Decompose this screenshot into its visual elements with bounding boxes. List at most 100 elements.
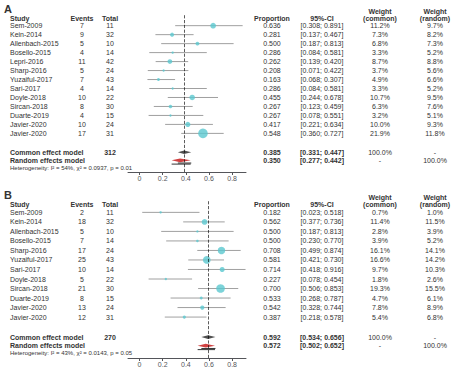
svg-text:32: 32	[106, 218, 114, 225]
svg-text:0.4: 0.4	[181, 361, 191, 368]
svg-text:0.500: 0.500	[263, 237, 281, 244]
svg-text:[0.078; 0.551]: [0.078; 0.551]	[301, 112, 344, 120]
svg-text:[0.534; 0.656]: [0.534; 0.656]	[300, 334, 344, 342]
svg-text:Bosello-2015: Bosello-2015	[10, 237, 51, 244]
svg-text:0.7%: 0.7%	[372, 209, 388, 216]
svg-text:2.8%: 2.8%	[372, 228, 388, 235]
svg-text:3.9%: 3.9%	[372, 237, 388, 244]
svg-text:31: 31	[106, 314, 114, 321]
svg-text:0.387: 0.387	[263, 314, 281, 321]
svg-text:Sem-2009: Sem-2009	[10, 209, 42, 216]
svg-text:4.7%: 4.7%	[372, 295, 388, 302]
svg-text:[0.328; 0.744]: [0.328; 0.744]	[301, 304, 344, 312]
svg-text:3.7%: 3.7%	[372, 67, 388, 74]
svg-text:5: 5	[80, 40, 84, 47]
svg-text:Random effects model: Random effects model	[10, 342, 85, 349]
svg-text:[0.421; 0.730]: [0.421; 0.730]	[301, 256, 344, 264]
svg-text:9.3%: 9.3%	[427, 121, 443, 128]
svg-text:22: 22	[106, 94, 114, 101]
svg-text:11: 11	[106, 209, 113, 216]
svg-text:5.2%: 5.2%	[427, 85, 443, 92]
svg-text:0.286: 0.286	[263, 49, 281, 56]
svg-text:0.417: 0.417	[263, 121, 281, 128]
svg-text:Javier-2020: Javier-2020	[10, 314, 47, 321]
svg-text:4: 4	[80, 112, 84, 119]
svg-text:5.4%: 5.4%	[372, 314, 388, 321]
svg-text:Bosello-2015: Bosello-2015	[10, 49, 51, 56]
svg-text:0.548: 0.548	[263, 130, 281, 137]
svg-text:[0.137; 0.467]: [0.137; 0.467]	[301, 31, 344, 39]
svg-text:Events: Events	[71, 201, 94, 208]
svg-text:14: 14	[106, 85, 114, 92]
svg-text:9.7%: 9.7%	[427, 22, 443, 29]
svg-text:Javier-2020: Javier-2020	[10, 304, 47, 311]
svg-text:24: 24	[106, 67, 114, 74]
svg-text:0.542: 0.542	[263, 304, 281, 311]
svg-text:11.5%: 11.5%	[425, 218, 444, 225]
svg-text:10.3%: 10.3%	[425, 266, 445, 273]
svg-text:5: 5	[80, 228, 84, 235]
svg-text:Sharp-2016: Sharp-2016	[10, 67, 47, 75]
svg-text:100.0%: 100.0%	[423, 157, 447, 164]
svg-text:0.182: 0.182	[263, 209, 281, 216]
svg-text:6.1%: 6.1%	[427, 295, 443, 302]
svg-text:5: 5	[80, 276, 84, 283]
svg-text:[0.123; 0.459]: [0.123; 0.459]	[301, 103, 344, 111]
svg-text:2: 2	[80, 209, 84, 216]
svg-text:13: 13	[78, 304, 86, 311]
svg-text:4.9%: 4.9%	[372, 76, 388, 83]
svg-text:Allenbach-2015: Allenbach-2015	[10, 40, 59, 47]
svg-text:4: 4	[80, 49, 84, 56]
svg-text:Sircan-2018: Sircan-2018	[10, 103, 48, 110]
svg-text:7.3%: 7.3%	[372, 31, 388, 38]
svg-text:0.6: 0.6	[204, 361, 214, 368]
svg-text:0.267: 0.267	[263, 112, 281, 119]
svg-text:0.385: 0.385	[263, 149, 281, 156]
svg-text:95%-CI: 95%-CI	[310, 15, 333, 22]
svg-text:0.6: 0.6	[204, 175, 214, 182]
svg-text:-: -	[434, 149, 437, 156]
svg-text:6.6%: 6.6%	[427, 76, 443, 83]
svg-text:100.0%: 100.0%	[423, 342, 447, 349]
svg-text:0.163: 0.163	[263, 76, 281, 83]
svg-text:24: 24	[106, 304, 114, 311]
svg-text:8.9%: 8.9%	[427, 304, 443, 311]
svg-text:31: 31	[106, 130, 114, 137]
svg-text:Duarte-2019: Duarte-2019	[10, 295, 49, 302]
svg-text:[0.230; 0.770]: [0.230; 0.770]	[301, 237, 344, 245]
svg-text:24: 24	[106, 121, 114, 128]
svg-text:11: 11	[106, 22, 113, 29]
svg-text:5.1%: 5.1%	[427, 112, 443, 119]
svg-text:19.3%: 19.3%	[370, 285, 390, 292]
svg-text:30: 30	[106, 285, 114, 292]
svg-text:14: 14	[106, 49, 114, 56]
svg-text:11: 11	[78, 58, 85, 65]
svg-text:-: -	[379, 157, 382, 164]
svg-text:15: 15	[106, 112, 114, 119]
svg-text:[0.418; 0.916]: [0.418; 0.916]	[301, 266, 344, 274]
svg-text:Doyle-2018: Doyle-2018	[10, 94, 46, 102]
svg-text:(random): (random)	[420, 201, 450, 209]
svg-text:0.500: 0.500	[263, 40, 281, 47]
svg-text:[0.068; 0.307]: [0.068; 0.307]	[301, 76, 344, 84]
svg-text:(common): (common)	[363, 201, 397, 209]
svg-text:10: 10	[78, 266, 86, 273]
svg-text:0.708: 0.708	[263, 247, 281, 254]
svg-text:-: -	[379, 342, 382, 349]
svg-text:0.4: 0.4	[181, 175, 191, 182]
svg-text:[0.071; 0.422]: [0.071; 0.422]	[301, 67, 344, 75]
svg-text:[0.084; 0.581]: [0.084; 0.581]	[301, 85, 344, 93]
svg-text:0.208: 0.208	[263, 67, 281, 74]
svg-text:21: 21	[78, 285, 86, 292]
svg-text:0.2: 0.2	[158, 175, 168, 182]
svg-text:[0.331; 0.447]: [0.331; 0.447]	[300, 149, 344, 157]
svg-text:11.8%: 11.8%	[425, 130, 444, 137]
svg-text:Events: Events	[71, 15, 94, 22]
svg-text:[0.187; 0.813]: [0.187; 0.813]	[301, 228, 344, 236]
svg-text:10.0%: 10.0%	[370, 121, 390, 128]
svg-text:1.0%: 1.0%	[427, 209, 443, 216]
svg-text:10: 10	[106, 40, 114, 47]
svg-text:4: 4	[80, 85, 84, 92]
svg-text:0.350: 0.350	[263, 157, 281, 164]
svg-text:100.0%: 100.0%	[368, 334, 392, 341]
